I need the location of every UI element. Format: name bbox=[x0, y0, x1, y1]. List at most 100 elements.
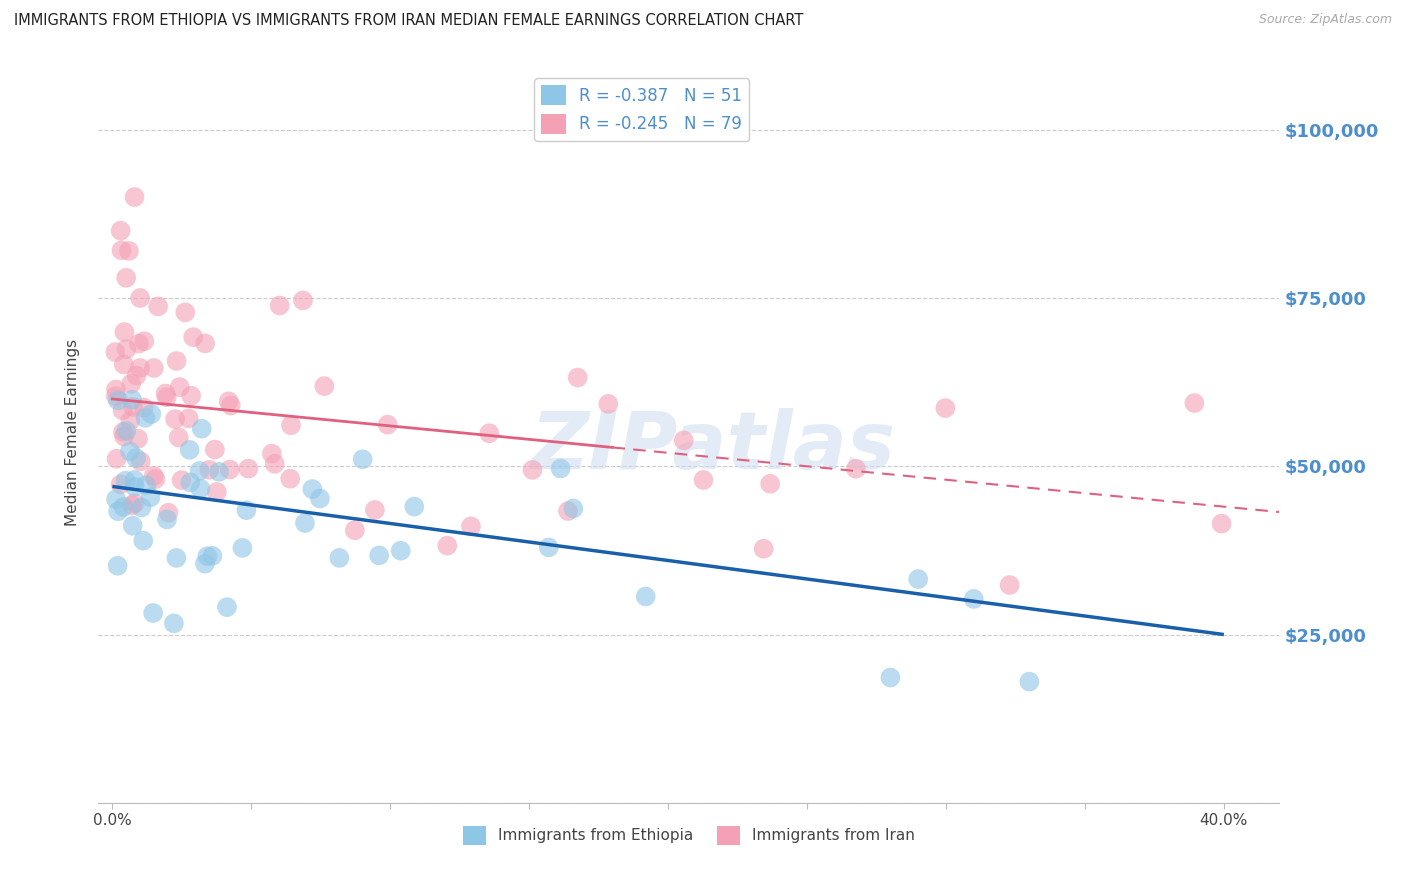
Point bbox=[165, 412, 187, 426]
Point bbox=[759, 476, 782, 491]
Point bbox=[180, 389, 202, 403]
Point bbox=[124, 480, 146, 494]
Point bbox=[194, 557, 217, 571]
Point bbox=[205, 485, 228, 500]
Point bbox=[125, 450, 148, 465]
Point bbox=[352, 452, 374, 467]
Point bbox=[219, 399, 242, 413]
Point bbox=[163, 616, 186, 631]
Point bbox=[129, 454, 152, 468]
Point bbox=[934, 401, 956, 415]
Point bbox=[134, 334, 156, 349]
Point bbox=[190, 482, 212, 496]
Point bbox=[104, 389, 127, 403]
Point bbox=[208, 465, 231, 479]
Point bbox=[112, 429, 135, 443]
Y-axis label: Median Female Earnings: Median Female Earnings bbox=[65, 339, 80, 526]
Point bbox=[110, 244, 132, 258]
Point bbox=[174, 305, 197, 319]
Point bbox=[368, 549, 391, 563]
Point bbox=[343, 523, 366, 537]
Point bbox=[120, 413, 142, 427]
Point bbox=[478, 426, 501, 441]
Point bbox=[278, 472, 301, 486]
Point bbox=[879, 671, 901, 685]
Point bbox=[112, 425, 135, 439]
Point bbox=[198, 463, 221, 477]
Point bbox=[165, 550, 187, 565]
Point bbox=[550, 461, 572, 475]
Point bbox=[112, 358, 135, 372]
Point bbox=[752, 541, 775, 556]
Point bbox=[260, 447, 283, 461]
Point bbox=[128, 336, 150, 351]
Point bbox=[127, 432, 149, 446]
Point bbox=[142, 361, 165, 376]
Point bbox=[263, 457, 285, 471]
Point bbox=[190, 422, 212, 436]
Point bbox=[104, 345, 127, 359]
Point bbox=[157, 506, 180, 520]
Point bbox=[963, 591, 986, 606]
Point bbox=[112, 500, 135, 514]
Point bbox=[156, 390, 179, 404]
Point bbox=[215, 600, 238, 615]
Point bbox=[124, 190, 146, 204]
Point bbox=[218, 394, 240, 409]
Point bbox=[179, 475, 201, 490]
Point bbox=[118, 244, 141, 258]
Point bbox=[125, 368, 148, 383]
Point bbox=[121, 518, 143, 533]
Point bbox=[201, 549, 224, 563]
Point bbox=[129, 361, 152, 376]
Point bbox=[146, 300, 169, 314]
Point bbox=[124, 496, 146, 510]
Point bbox=[145, 472, 167, 486]
Point bbox=[104, 383, 127, 397]
Point bbox=[124, 473, 146, 487]
Point bbox=[115, 342, 138, 356]
Point bbox=[218, 462, 240, 476]
Point bbox=[142, 469, 165, 483]
Point bbox=[114, 474, 136, 488]
Point bbox=[107, 393, 129, 408]
Point bbox=[235, 503, 257, 517]
Point bbox=[129, 291, 152, 305]
Point bbox=[404, 500, 426, 514]
Point bbox=[132, 401, 155, 415]
Point bbox=[269, 298, 291, 312]
Point bbox=[301, 482, 323, 496]
Point bbox=[115, 424, 138, 438]
Point bbox=[998, 578, 1021, 592]
Point bbox=[314, 379, 336, 393]
Point bbox=[142, 606, 165, 620]
Point bbox=[231, 541, 253, 555]
Point bbox=[294, 516, 316, 530]
Point bbox=[195, 549, 218, 564]
Point bbox=[1211, 516, 1233, 531]
Point bbox=[194, 336, 217, 351]
Point bbox=[672, 434, 695, 448]
Point bbox=[1018, 674, 1040, 689]
Point bbox=[134, 410, 156, 425]
Point bbox=[105, 451, 128, 466]
Point bbox=[460, 519, 482, 533]
Text: Source: ZipAtlas.com: Source: ZipAtlas.com bbox=[1258, 13, 1392, 27]
Point bbox=[169, 380, 191, 394]
Point bbox=[139, 491, 162, 505]
Point bbox=[537, 541, 560, 555]
Point bbox=[204, 442, 226, 457]
Point bbox=[122, 400, 145, 414]
Point bbox=[389, 543, 412, 558]
Point bbox=[112, 325, 135, 339]
Point bbox=[692, 473, 714, 487]
Point bbox=[156, 512, 179, 526]
Point bbox=[436, 539, 458, 553]
Point bbox=[135, 478, 157, 492]
Point bbox=[634, 590, 657, 604]
Point bbox=[907, 572, 929, 586]
Point bbox=[567, 370, 589, 384]
Point bbox=[105, 492, 128, 507]
Point bbox=[181, 330, 204, 344]
Point bbox=[562, 501, 585, 516]
